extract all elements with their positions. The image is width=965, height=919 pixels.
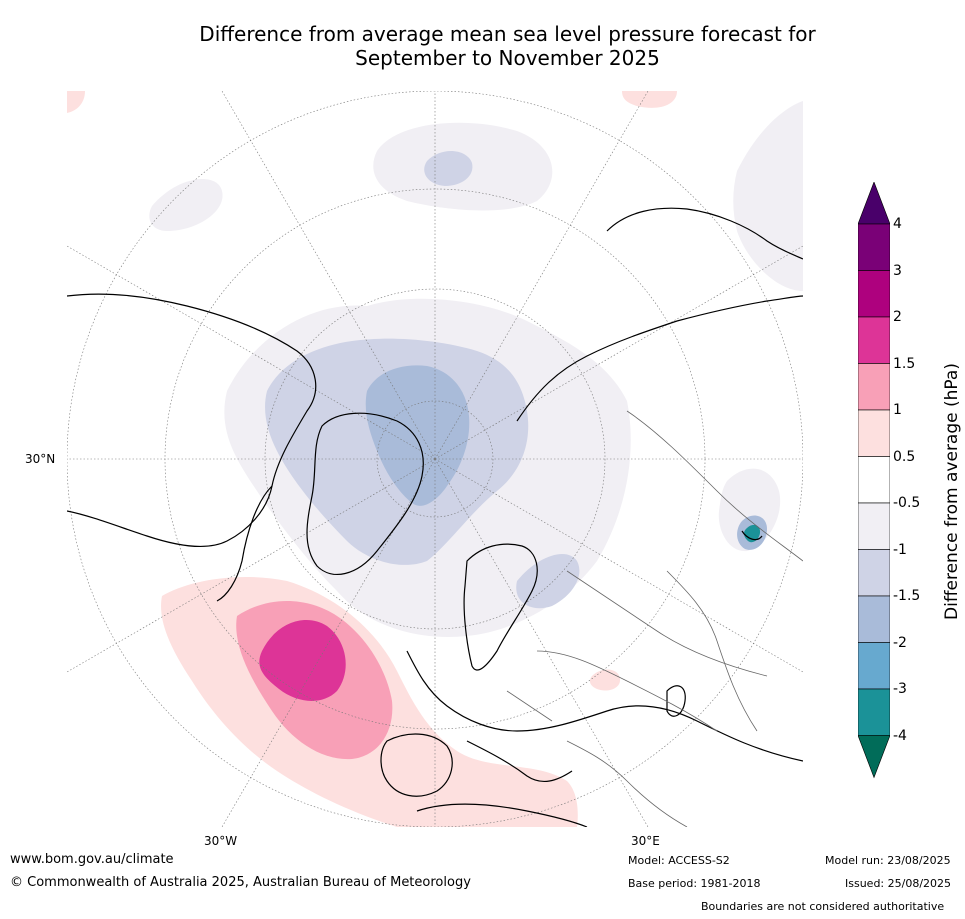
title-line-2: September to November 2025 [355,46,660,70]
north-low-patch [424,151,473,186]
colorbar-band [858,549,890,597]
arctic-low-west-patch [149,179,223,231]
colorbar-band [858,642,890,690]
colorbar [858,182,890,779]
title-line-1: Difference from average mean sea level p… [199,22,816,46]
map-canvas [67,91,803,827]
colorbar-tick-label: -4 [893,727,907,744]
polar-map [67,91,803,827]
country-borders [506,410,803,827]
colorbar-bands [858,182,890,779]
anomaly-layer [67,91,803,827]
lon-30e-label: 30°E [631,834,660,848]
colorbar-tick-label: -1.5 [893,588,921,604]
scandinavia-coast [463,543,538,671]
graticule [67,91,803,827]
colorbar-band-top-arrow [858,182,890,225]
north-pole-low-core [365,365,470,506]
colorbar-band [858,316,890,364]
africa-coast [416,803,588,827]
colorbar-tick-label: 3 [893,262,902,279]
copyright-text: © Commonwealth of Australia 2025, Austra… [10,875,471,890]
disclaimer-text: Boundaries are not considered authoritat… [701,900,945,913]
colorbar-tick-label: 2 [893,309,902,325]
lon-30w-label: 30°W [204,834,238,848]
europe-coast [406,650,803,762]
colorbar-tick-label: -0.5 [893,495,921,511]
labrador-coast [216,485,273,602]
nw-pacific-high-patch [67,91,85,113]
colorbar-tick-label: -2 [893,634,907,651]
greenland-coast [306,412,424,575]
model-text: Model: ACCESS-S2 [628,854,730,867]
base-period-text: Base period: 1981-2018 [628,877,761,890]
colorbar-axis-label: Difference from average (hPa) [942,363,962,620]
north-atlantic-high-core [259,619,346,701]
colorbar-band [858,363,890,411]
black-sea-high-patch [589,669,621,691]
caspian-coast [666,685,686,717]
colorbar-tick-label: 4 [893,216,902,232]
arctic-high-patch [622,91,677,108]
colorbar-band-bottom-arrow [858,735,890,779]
colorbar-band [858,409,890,457]
north-america-coast [67,293,317,548]
colorbar-tick-label: 1.5 [893,355,916,372]
east-siberia-coast [606,207,803,260]
arctic-low-east-patch [733,101,803,291]
iberia-coast [380,733,453,797]
website-link[interactable]: www.bom.gov.au/climate [10,852,174,867]
colorbar-tick-label: -1 [893,541,907,558]
coastlines [67,207,803,827]
colorbar-tick-label: 1 [893,402,902,418]
colorbar-band [858,456,890,504]
lat-30n-label: 30°N [25,452,56,466]
baikal-coast [741,530,763,541]
colorbar-band [858,502,890,550]
siberia-coast [516,295,803,422]
model-run-text: Model run: 23/08/2025 [825,854,951,867]
colorbar-tick-label: 0.5 [893,448,916,465]
issued-text: Issued: 25/08/2025 [845,877,952,890]
mediterranean-coast [466,740,573,783]
scandinavia-low-patch [516,553,580,609]
colorbar-band [858,595,890,643]
colorbar-band [858,223,890,271]
colorbar-tick-label: -3 [893,681,907,697]
colorbar-band [858,688,890,736]
colorbar-band [858,270,890,318]
chart-title: Difference from average mean sea level p… [100,22,915,70]
